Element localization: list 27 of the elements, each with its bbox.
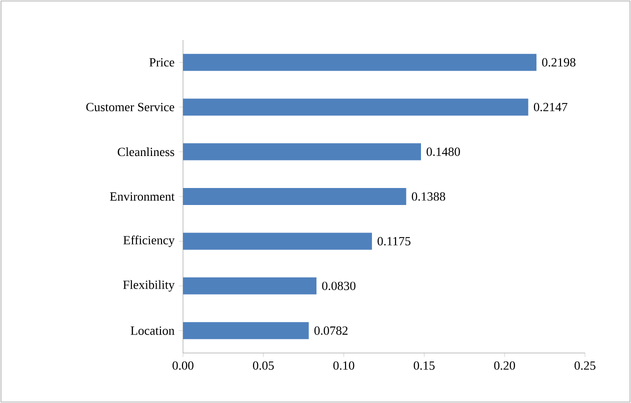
y-tick-label: Location (130, 326, 174, 335)
y-tick-label: Efficiency (123, 235, 175, 247)
bar (183, 98, 528, 116)
x-tick-label: 0.05 (252, 361, 274, 370)
data-label: 0.0830 (322, 282, 356, 290)
x-tick-label: 0.25 (574, 361, 596, 370)
x-tick-label: 0.15 (414, 361, 435, 370)
data-label: 0.1175 (378, 236, 410, 246)
x-tick-label: 0.00 (172, 361, 194, 370)
bar (183, 188, 406, 205)
bar (183, 322, 309, 340)
x-tick-label: 0.10 (333, 361, 354, 370)
y-tick-label: Environment (110, 192, 175, 201)
y-tick-label: Customer Service (86, 102, 174, 112)
bar (183, 277, 316, 294)
data-label: 0.1388 (412, 192, 446, 201)
y-tick-label: Flexibility (123, 280, 175, 292)
y-tick-label: Cleanliness (118, 147, 174, 156)
data-label: 0.2198 (542, 58, 576, 67)
x-tick-label: 0.20 (494, 361, 516, 370)
bar (183, 143, 421, 160)
bar (183, 232, 372, 250)
y-tick-label: Price (149, 58, 174, 67)
data-label: 0.0782 (314, 326, 348, 335)
data-label: 0.1480 (426, 148, 460, 156)
data-label: 0.2147 (534, 102, 568, 112)
bar (183, 54, 536, 71)
